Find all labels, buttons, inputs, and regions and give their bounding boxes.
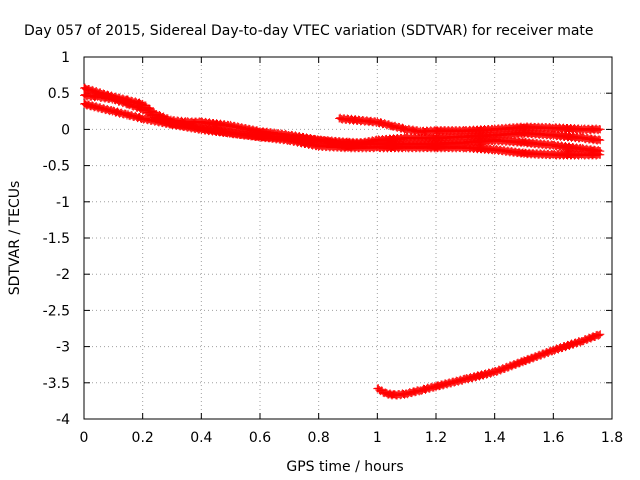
chart-title: Day 057 of 2015, Sidereal Day-to-day VTE… bbox=[24, 23, 594, 39]
series-track-e bbox=[373, 330, 605, 400]
data-point bbox=[596, 150, 605, 159]
x-axis-label: GPS time / hours bbox=[286, 459, 403, 475]
y-tick-label: 1 bbox=[61, 50, 70, 66]
y-tick-label: 0.5 bbox=[48, 86, 70, 102]
x-tick-label: 1.4 bbox=[484, 430, 506, 446]
data-point bbox=[400, 390, 409, 399]
data-point bbox=[596, 330, 605, 339]
x-tick-label: 0.8 bbox=[308, 430, 330, 446]
y-tick-label: -0.5 bbox=[43, 159, 70, 175]
x-tick-label: 1 bbox=[373, 430, 382, 446]
data-point bbox=[594, 126, 603, 135]
y-tick-label: -4 bbox=[56, 412, 70, 428]
axis-ticks: 0 0.2 0.4 0.6 0.8 1 1.2 1.4 1.6 1.8 1 0.5 0 -0.5 -1 -1.… bbox=[43, 50, 623, 446]
y-tick-label: -3.5 bbox=[43, 376, 70, 392]
data-point bbox=[596, 125, 605, 134]
x-tick-label: 0.6 bbox=[249, 430, 271, 446]
y-tick-label: -2.5 bbox=[43, 303, 70, 319]
x-tick-label: 1.2 bbox=[425, 430, 447, 446]
y-tick-label: -1 bbox=[56, 195, 70, 211]
data-series bbox=[80, 83, 605, 400]
series-track-c bbox=[80, 90, 605, 160]
y-tick-label: -1.5 bbox=[43, 231, 70, 247]
x-tick-label: 1.8 bbox=[601, 430, 623, 446]
y-axis-label: SDTVAR / TECUs bbox=[7, 181, 23, 296]
x-tick-label: 1.6 bbox=[542, 430, 564, 446]
x-tick-label: 0 bbox=[80, 430, 89, 446]
data-point bbox=[595, 135, 604, 144]
y-tick-label: -3 bbox=[56, 340, 70, 356]
series-track-d bbox=[335, 113, 605, 137]
data-point bbox=[595, 331, 604, 340]
grid bbox=[84, 57, 612, 419]
data-point bbox=[596, 136, 605, 145]
data-point bbox=[594, 331, 603, 340]
data-point bbox=[594, 149, 603, 158]
y-tick-label: 0 bbox=[61, 122, 70, 138]
y-tick-label: -2 bbox=[56, 267, 70, 283]
x-tick-label: 0.4 bbox=[190, 430, 212, 446]
x-tick-label: 0.2 bbox=[132, 430, 154, 446]
